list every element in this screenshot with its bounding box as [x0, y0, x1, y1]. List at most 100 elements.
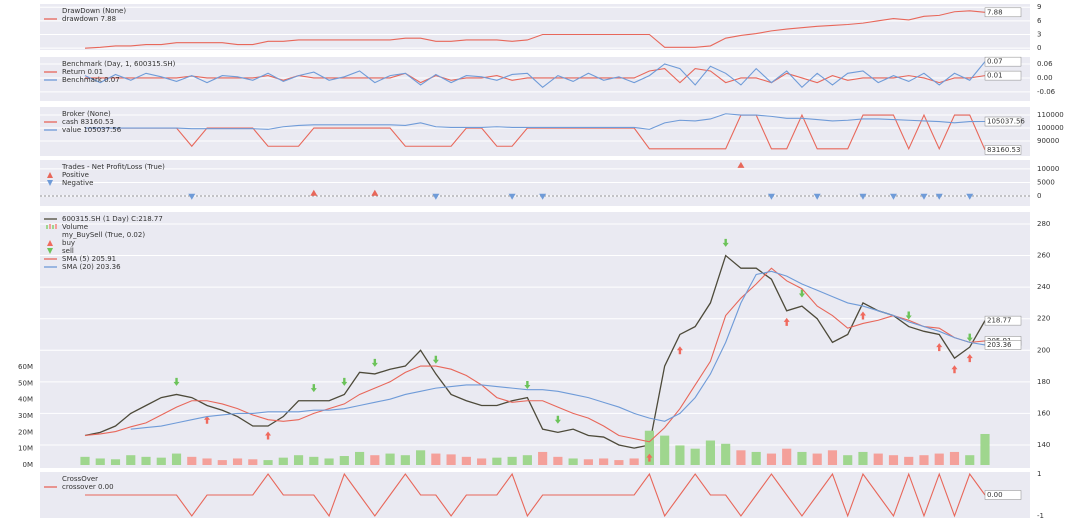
volume-bar — [446, 454, 456, 465]
y-tick-label: 220 — [1037, 315, 1050, 323]
volume-bar — [568, 458, 578, 465]
y-tick-label: 3 — [1037, 31, 1041, 39]
legend-label: buy — [62, 239, 75, 247]
volume-bar — [660, 435, 670, 465]
marker — [432, 193, 440, 200]
volume-bar — [324, 458, 334, 465]
y-tick-label: 110000 — [1037, 111, 1064, 119]
end-label-box — [984, 7, 1022, 18]
volume-bar — [690, 448, 700, 465]
marker — [265, 431, 272, 440]
volume-bar — [187, 456, 197, 465]
volume-bar — [904, 456, 914, 465]
volume-bar — [934, 453, 944, 465]
legend-label: Volume — [62, 223, 88, 231]
volume-bar — [263, 460, 273, 465]
marker — [554, 415, 561, 424]
end-label-box — [984, 340, 1022, 350]
marker — [936, 343, 943, 352]
series-line — [85, 68, 986, 84]
volume-bar — [339, 456, 349, 465]
volume-bar — [232, 458, 243, 465]
volume-bar — [843, 455, 853, 465]
end-label: 105037.56 — [987, 118, 1025, 126]
volume-bar — [919, 455, 929, 465]
volume-bar — [400, 455, 410, 465]
end-label-box — [984, 315, 1022, 326]
legend-swatch — [47, 248, 53, 254]
marker — [310, 189, 318, 196]
y-tick-label: 0.06 — [1037, 60, 1053, 68]
legend-swatch — [47, 172, 53, 178]
volume-bar — [522, 455, 532, 465]
marker — [813, 193, 821, 200]
marker — [859, 311, 866, 320]
panel-background — [40, 160, 1030, 206]
marker — [188, 193, 196, 200]
y-tick-label: -1 — [1037, 512, 1044, 520]
marker — [737, 161, 745, 168]
marker — [905, 311, 912, 320]
legend-title: Broker (None) — [62, 110, 111, 118]
y2-tick-label: 60M — [18, 363, 33, 371]
end-label: 83160.53 — [987, 146, 1020, 154]
volume-bar — [507, 456, 517, 465]
end-label: 7.88 — [987, 8, 1003, 16]
volume-bar — [873, 453, 883, 465]
volume-bar — [599, 458, 609, 465]
legend-label: value 105037.56 — [62, 126, 122, 134]
volume-bar — [827, 450, 838, 465]
marker — [966, 333, 973, 342]
marker — [859, 193, 867, 200]
legend-label: sell — [62, 247, 74, 255]
y-tick-label: 200 — [1037, 346, 1050, 354]
y-tick-label: 180 — [1037, 378, 1050, 386]
legend-label: cash 83160.53 — [62, 118, 114, 126]
end-label-box — [984, 116, 1022, 127]
volume-bar — [751, 451, 761, 465]
volume-bar — [644, 430, 654, 465]
end-label: 218.77 — [987, 317, 1012, 325]
y-tick-label: 160 — [1037, 409, 1050, 417]
y-tick-label: 6 — [1037, 17, 1042, 25]
volume-bar — [217, 460, 227, 465]
series-line — [85, 113, 986, 151]
volume-bar — [355, 451, 365, 465]
volume-bar — [278, 457, 288, 465]
legend-label: Negative — [62, 179, 93, 187]
volume-bar — [461, 456, 471, 465]
volume-bar — [949, 451, 960, 465]
legend-label: 600315.SH (1 Day) C:218.77 — [62, 215, 163, 223]
marker — [676, 346, 683, 355]
volume-bar — [721, 443, 731, 465]
legend-label: Benchmark 0.07 — [62, 76, 120, 84]
volume-bar — [553, 456, 563, 465]
y2-tick-label: 10M — [18, 445, 33, 453]
y-tick-label: 10000 — [1037, 165, 1059, 173]
marker — [204, 415, 211, 424]
volume-bar — [385, 453, 395, 465]
volume-bar — [141, 456, 151, 465]
legend-label: Return 0.01 — [62, 68, 103, 76]
marker — [524, 380, 531, 389]
volume-bar — [248, 459, 258, 465]
legend-group: my_BuySell (True, 0.02) — [62, 231, 145, 239]
legend-swatch — [52, 225, 54, 229]
end-label-box — [984, 145, 1022, 155]
marker — [722, 238, 729, 247]
legend-label: drawdown 7.88 — [62, 15, 116, 23]
volume-bar — [309, 456, 319, 465]
marker — [173, 377, 180, 386]
marker — [310, 384, 317, 393]
marker — [798, 289, 805, 298]
volume-bar — [431, 453, 441, 465]
volume-bar — [705, 440, 715, 465]
marker — [920, 193, 928, 200]
legend-label: SMA (20) 203.36 — [62, 263, 121, 271]
y-tick-label: 1 — [1037, 470, 1041, 478]
marker — [539, 193, 547, 200]
panel-background — [40, 107, 1030, 156]
volume-bar — [80, 456, 90, 465]
volume-bar — [965, 455, 975, 465]
legend-swatch — [55, 224, 57, 229]
